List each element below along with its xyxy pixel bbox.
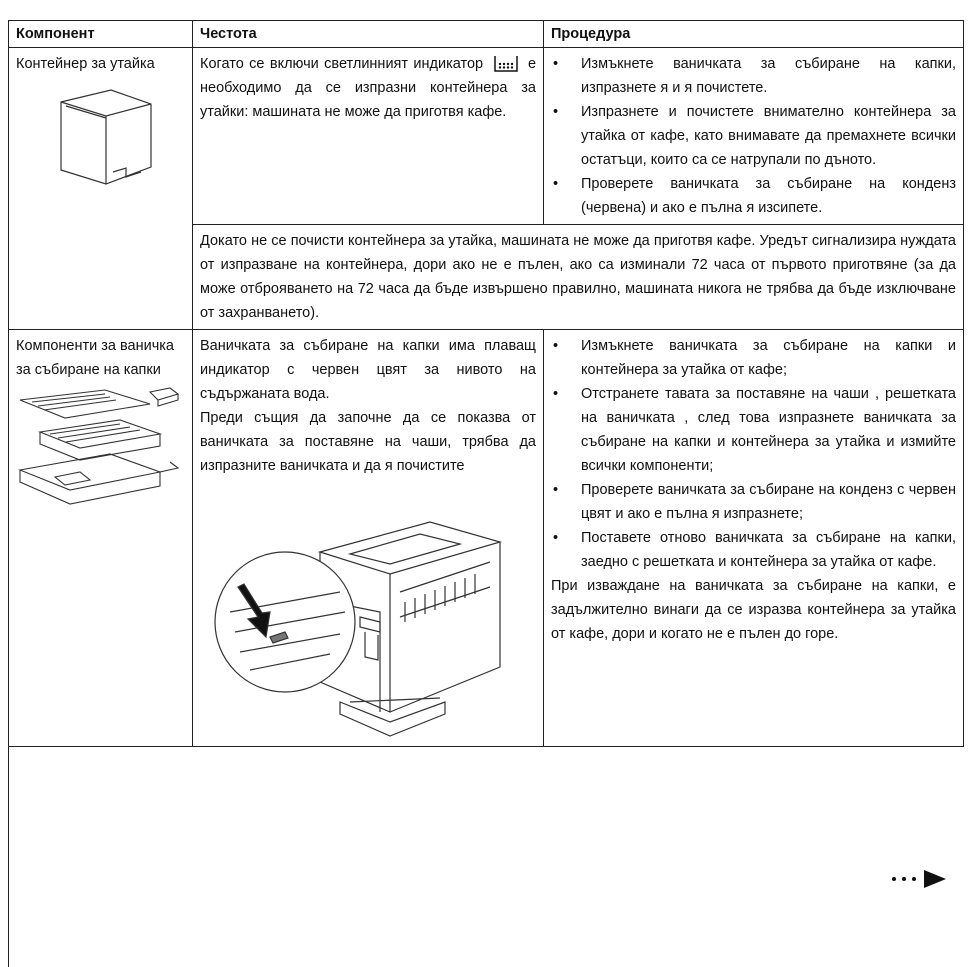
frequency-text: е необходимо да се изпразни контейнера з… <box>200 56 537 120</box>
empty-row <box>8 746 964 967</box>
frequency-cell: Когато се включи светлинният индикатор е… <box>192 47 544 225</box>
procedure-step: Проверете ваничката за събиране на конде… <box>551 478 956 526</box>
note-row: Докато не се почисти контейнера за утайк… <box>9 224 964 330</box>
page: Компонент Честота Процедура Контейнер за… <box>0 0 971 899</box>
continue-arrow <box>892 870 946 888</box>
header-row: Компонент Честота Процедура <box>8 20 964 48</box>
frequency-text: Когато се включи светлинният индикатор <box>200 56 484 72</box>
note-cell: Докато не се почисти контейнера за утайк… <box>192 224 964 330</box>
procedure-note: При изваждане на ваничката за събиране н… <box>551 578 956 642</box>
header-cell: Процедура <box>543 20 964 48</box>
procedure-step: Изпразнете и почистете внимателно контей… <box>551 100 956 172</box>
machine-illustration <box>214 521 503 737</box>
indicator-icon <box>493 56 518 72</box>
component-cell: Контейнер за утайка <box>8 47 193 330</box>
procedure-step: Отстранете тавата за поставяне на чаши ,… <box>551 382 956 478</box>
procedure-cell: Измъкнете ваничката за събиране на капки… <box>543 329 964 747</box>
frequency-cell: Ваничката за събиране на капки има плава… <box>192 329 544 747</box>
header-cell: Компонент <box>8 20 193 48</box>
row: Компоненти за ваничка за събиране на кап… <box>8 329 964 747</box>
frequency-text: Ваничката за събиране на капки има плава… <box>200 338 536 402</box>
procedure-step: Поставете отново ваничката за събиране н… <box>551 526 956 574</box>
component-name: Компоненти за ваничка за събиране на кап… <box>16 338 174 378</box>
procedure-step: Проверете ваничката за събиране на конде… <box>551 172 956 220</box>
empty-cell <box>8 746 964 967</box>
tray-illustration <box>18 387 180 505</box>
row: Контейнер за утайка Когато се включи све… <box>8 47 964 330</box>
procedure-cell: Измъкнете ваничката за събиране на капки… <box>543 47 964 225</box>
frequency-text: Преди същия да започне да се показва от … <box>200 410 536 474</box>
maintenance-table: Компонент Честота Процедура Контейнер за… <box>8 20 964 967</box>
component-cell: Компоненти за ваничка за събиране на кап… <box>8 329 193 747</box>
container-illustration <box>60 89 152 185</box>
procedure-step: Измъкнете ваничката за събиране на капки… <box>551 52 956 100</box>
header-cell: Честота <box>192 20 544 48</box>
procedure-step: Измъкнете ваничката за събиране на капки… <box>551 334 956 382</box>
component-name: Контейнер за утайка <box>16 56 155 72</box>
